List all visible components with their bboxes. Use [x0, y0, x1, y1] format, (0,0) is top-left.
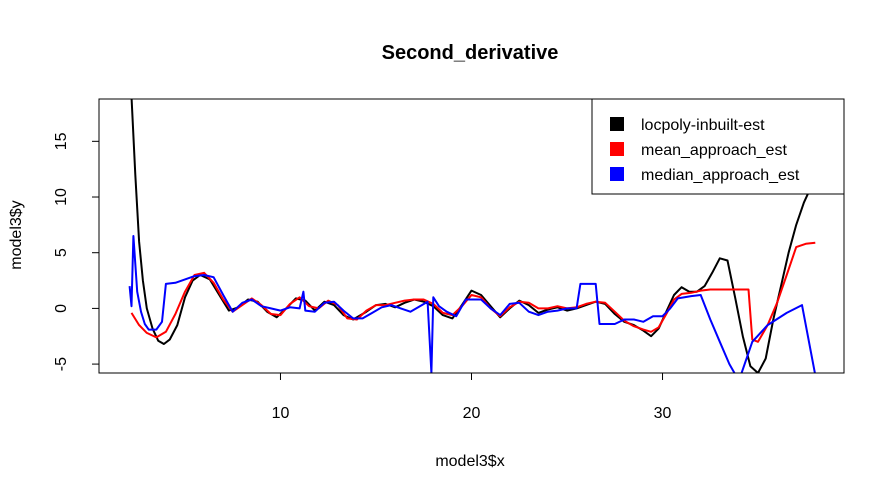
- legend-swatch: [610, 167, 624, 181]
- y-tick-label: 15: [53, 132, 70, 150]
- legend-box: [591, 98, 845, 195]
- series-line-1: [130, 241, 816, 343]
- legend-label: median_approach_est: [641, 167, 800, 184]
- legend: locpoly-inbuilt-est mean_approach_estmedi…: [591, 98, 845, 195]
- x-tick-label: 10: [272, 405, 290, 422]
- x-tick-label: 30: [654, 405, 672, 422]
- chart-title: Second_derivative: [382, 42, 559, 64]
- series-layer: [128, 99, 816, 373]
- x-tick-label: 20: [463, 405, 481, 422]
- x-axis: 10 20 30: [272, 372, 672, 422]
- y-tick-label: -5: [53, 357, 70, 371]
- series-line-2: [128, 235, 816, 373]
- y-axis-label: model3$y: [8, 200, 25, 269]
- legend-label: mean_approach_est: [641, 142, 787, 159]
- legend-label: locpoly-inbuilt-est: [641, 117, 765, 134]
- y-tick-label: 5: [53, 248, 70, 257]
- series-line-0: [130, 99, 813, 373]
- plot-frame: [98, 98, 845, 374]
- y-axis: -5 0 5 10 15: [53, 132, 100, 371]
- legend-swatch: [610, 117, 624, 131]
- y-tick-label: 0: [53, 304, 70, 313]
- y-tick-label: 10: [53, 188, 70, 206]
- x-axis-label: model3$x: [435, 453, 504, 470]
- legend-swatch: [610, 142, 624, 156]
